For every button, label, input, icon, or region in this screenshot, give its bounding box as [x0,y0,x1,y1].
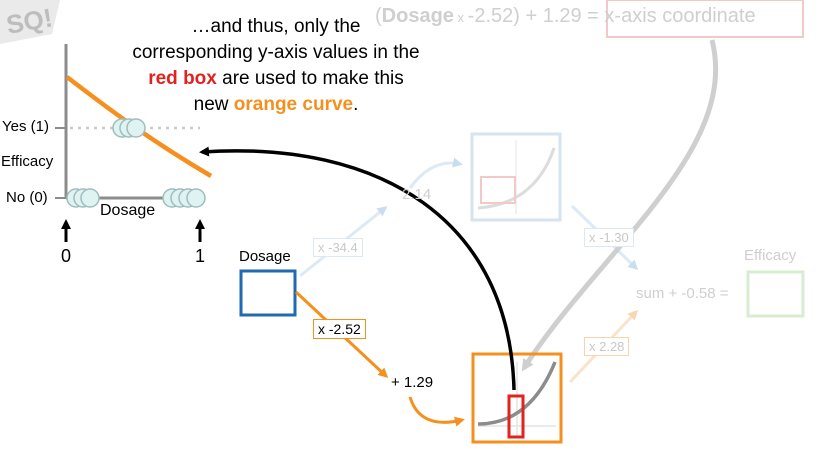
caption-line-2: corresponding y-axis values in the [132,42,420,63]
formula-to-box-arrow [521,39,719,372]
activation-box [471,352,563,444]
sum-label: sum + -0.58 = [636,285,729,302]
formula-dosage: Dosage [381,5,454,27]
tick-0-label: 0 [60,246,72,266]
yes-label: Yes (1) [2,118,49,135]
bias-to-activation-arrow [408,396,465,427]
input-box [239,269,297,317]
red-box [507,394,525,439]
redbox-to-curve-arrow [199,146,516,391]
no-points-left [66,188,100,208]
caption: …and thus, only the corresponding y-axis… [96,14,456,118]
formula-red-box [606,0,804,38]
caption-line-1: …and thus, only the [191,16,361,37]
top-red-box [480,176,516,204]
formula-times: x [453,10,468,25]
bias-top: 2.14 [402,186,432,203]
weight-top-out: x -1.30 [584,228,634,247]
bottom-network [239,269,563,444]
formula: (Dosage x -2.52) + 1.29 = x-axis coordin… [375,5,756,28]
y-axis-label: Efficacy [1,153,54,170]
left-plot [55,44,213,242]
caption-line-3: red box are used to make this [96,66,456,92]
input-label: Dosage [239,248,291,265]
no-points-right [162,188,206,208]
caption-line-4-post: . [353,94,359,115]
no-label: No (0) [6,189,48,206]
logo-stamp: SQ! [0,0,60,44]
caption-line-4-pre: new [193,94,234,115]
output-box [746,270,805,318]
formula-weight: -2.52 [467,5,514,27]
x-axis-label: Dosage [100,202,156,219]
output-label: Efficacy [744,247,797,264]
caption-orange-word: orange curve [233,94,354,115]
formula-rest: ) + 1.29 = x-axis coordinate [513,5,756,27]
top-bias-arrow [408,157,463,189]
weight-bottom-out: x 2.28 [584,337,630,356]
weight-top: x -34.4 [313,238,363,257]
top-activation-box [470,132,562,222]
caption-line-3-rest: are used to make this [216,68,404,89]
caption-line-4: new orange curve. [96,92,456,118]
tick-1-label: 1 [194,246,206,266]
activation-curve [477,361,557,426]
bias-bottom: + 1.29 [391,374,434,391]
weight-bottom: x -2.52 [313,319,366,339]
formula-paren: ( [375,5,382,27]
caption-red-word: red box [148,68,217,89]
yes-points [112,118,146,138]
